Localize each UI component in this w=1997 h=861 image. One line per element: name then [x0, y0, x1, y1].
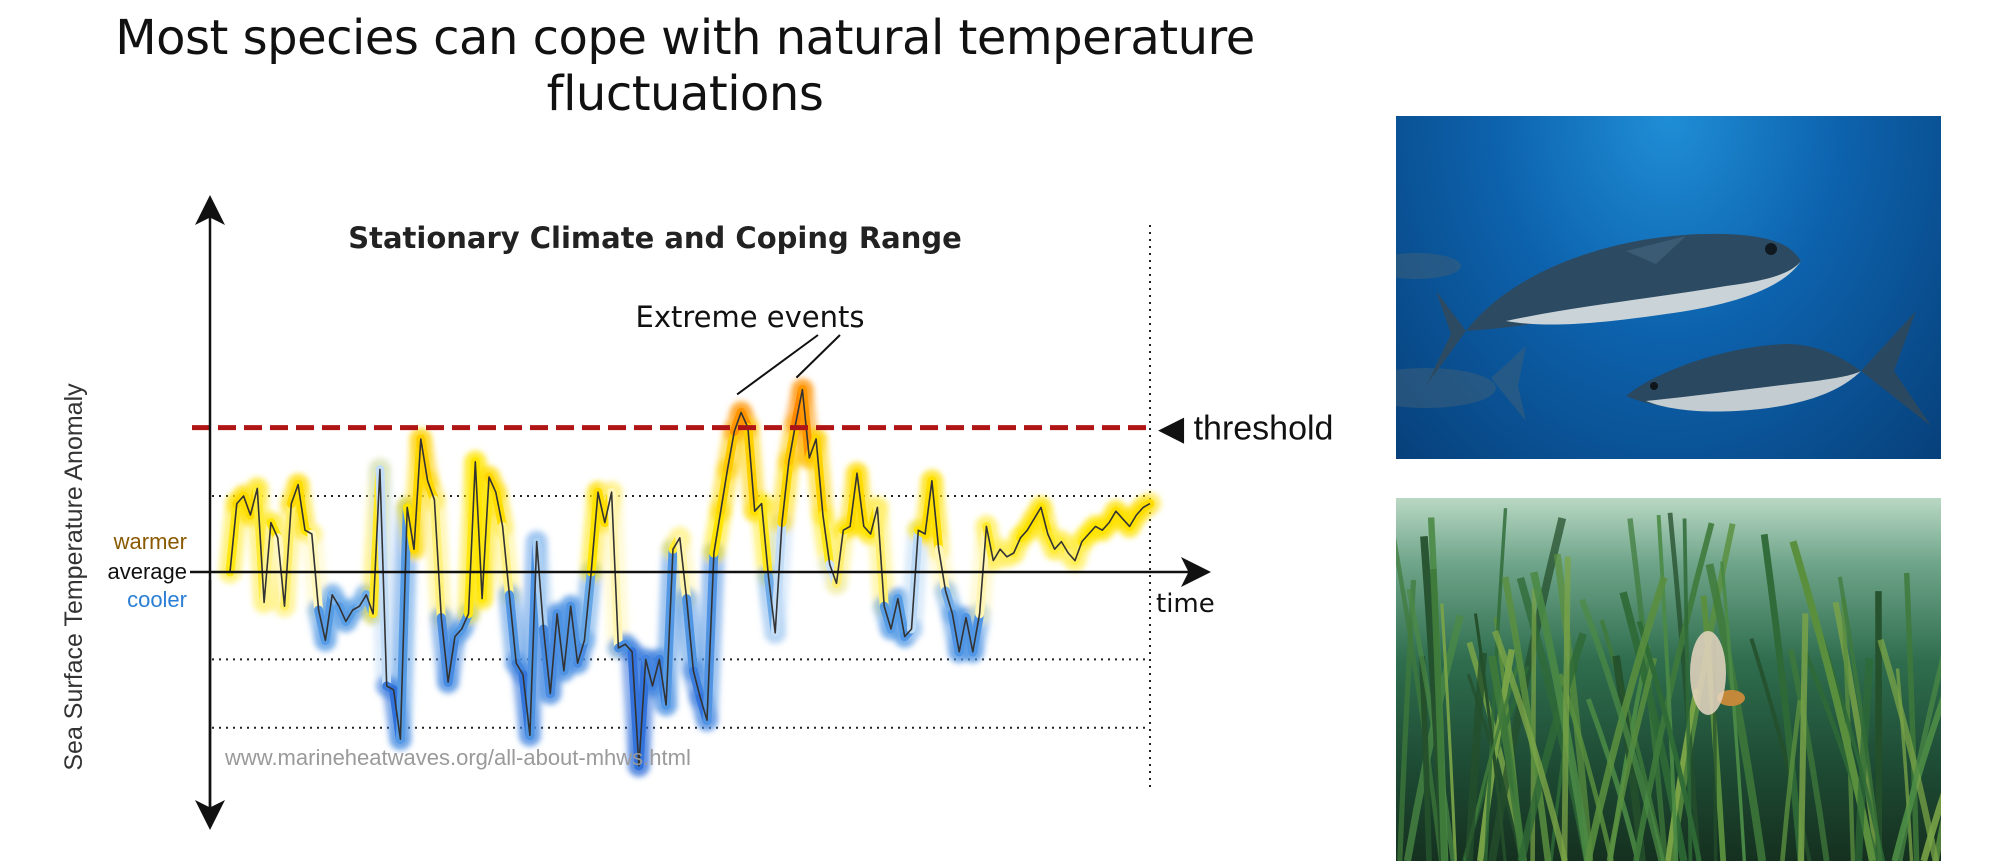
source-url: www.marineheatwaves.org/all-about-mhws.h…: [224, 745, 691, 770]
extreme-events-label: Extreme events: [636, 300, 865, 334]
tuna-photo: [1396, 116, 1941, 459]
y-axis-label: Sea Surface Temperature Anomaly: [60, 383, 88, 771]
slide-title: Most species can cope with natural tempe…: [115, 10, 1255, 122]
temperature-anomaly-chart: Stationary Climate and Coping Range Extre…: [60, 195, 1333, 830]
seagrass-photo: [1396, 498, 1941, 861]
threshold-label: ◀ threshold: [1158, 410, 1333, 448]
data-line: [229, 388, 1151, 767]
x-axis-label: time: [1156, 589, 1215, 619]
chart-title: Stationary Climate and Coping Range: [348, 221, 962, 255]
extreme-event-pointer: [736, 334, 819, 396]
extreme-event-pointer: [795, 334, 841, 379]
warmer-label: warmer: [113, 529, 187, 554]
average-label: average: [107, 559, 187, 584]
cooler-label: cooler: [127, 587, 187, 612]
